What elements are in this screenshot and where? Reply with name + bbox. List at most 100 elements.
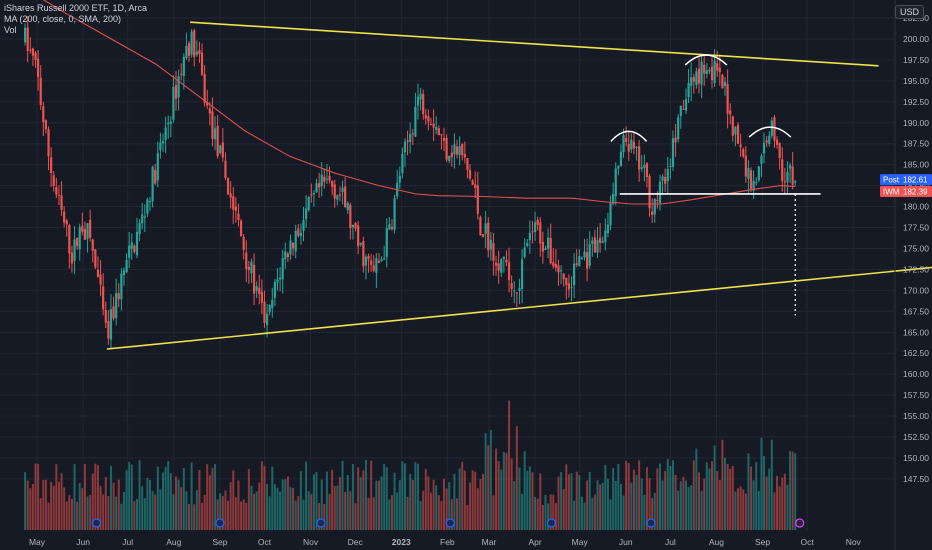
x-tick-label: Oct (258, 537, 272, 547)
candle-body (409, 134, 412, 143)
volume-bar (393, 472, 396, 530)
volume-bar (539, 473, 542, 530)
candle-body (102, 286, 105, 310)
candle-body (440, 134, 443, 136)
candle-body (344, 186, 347, 208)
volume-bar (362, 470, 365, 530)
volume-bar (169, 473, 172, 530)
volume-bar (148, 479, 151, 530)
volume-bar (440, 501, 443, 530)
candle-body (414, 106, 417, 137)
candle-body (211, 111, 214, 139)
candle-body (161, 140, 165, 144)
volume-bar (591, 498, 594, 530)
volume-bar (526, 470, 529, 530)
volume-bar (658, 463, 661, 530)
volume-bar (489, 429, 492, 530)
candle-body (601, 241, 604, 243)
volume-bar (705, 462, 708, 530)
candle-body (377, 260, 381, 263)
candle-body (645, 163, 649, 177)
event-marker-icon[interactable] (795, 518, 805, 528)
candle-body (461, 143, 464, 156)
candle-body (627, 143, 630, 152)
head-shoulder-arc[interactable] (684, 54, 728, 66)
volume-bar (299, 471, 302, 530)
event-marker-icon[interactable] (316, 518, 326, 528)
candle-body (424, 114, 427, 119)
candle-body (154, 170, 157, 184)
volume-bar (237, 480, 240, 530)
volume-bar (328, 494, 331, 530)
volume-bar (396, 492, 399, 530)
head-shoulder-arc[interactable] (748, 126, 792, 138)
y-tick-label: 162.50 (903, 348, 929, 358)
event-marker-icon[interactable] (445, 518, 455, 528)
candle-body (781, 159, 784, 182)
candle-body (375, 258, 378, 273)
pattern-annotations (106, 21, 932, 350)
time-axis[interactable]: May Jun Jul Aug Sep Oct Nov Dec 2023 Feb Mar Apr May… (29, 537, 862, 547)
volume-bar (216, 499, 219, 530)
volume-indicator-label[interactable]: Vol (4, 25, 17, 35)
volume-bar (513, 481, 516, 530)
candle-body (216, 125, 219, 157)
candle-body (318, 183, 321, 188)
upper-trendline[interactable] (190, 21, 879, 67)
volume-bar (596, 480, 599, 530)
chart-grid (0, 0, 895, 530)
volume-bar (50, 481, 53, 530)
volume-bar (695, 448, 698, 530)
volume-bar (726, 463, 729, 530)
volume-bar (518, 467, 521, 530)
event-marker-icon[interactable] (546, 518, 557, 528)
event-marker-icon[interactable] (215, 518, 225, 528)
candle-body (661, 176, 664, 181)
event-marker-icon[interactable] (91, 518, 102, 528)
candle-body (370, 260, 373, 265)
candle-body (83, 229, 87, 240)
volume-bar (651, 497, 654, 530)
candle-body (762, 142, 766, 154)
candle-body (734, 126, 737, 135)
candle-body (229, 193, 232, 198)
ma-indicator-label[interactable]: MA (200, close, 0, SMA, 200) (4, 14, 122, 24)
price-tag-label: Post (883, 176, 900, 185)
volume-bar (635, 475, 638, 530)
candle-body (593, 237, 597, 253)
volume-bar (773, 492, 776, 530)
volume-bar (198, 470, 201, 530)
currency-button[interactable]: USD (894, 5, 924, 19)
volume-bar (203, 494, 206, 530)
candle-body (151, 166, 154, 202)
head-shoulder-arc[interactable] (610, 130, 648, 142)
symbol-title[interactable]: iShares Russell 2000 ETF, 1D, Arca (4, 3, 148, 13)
volume-bar (221, 496, 224, 530)
volume-bar (739, 486, 742, 530)
volume-bar (562, 489, 565, 530)
candle-body (174, 84, 178, 99)
candle-body (494, 262, 498, 266)
volume-bar (570, 473, 573, 530)
candle-body (26, 27, 29, 51)
candle-body (690, 77, 693, 86)
volume-bar (492, 495, 495, 530)
volume-bar (52, 485, 55, 530)
lower-trendline[interactable] (106, 266, 932, 350)
volume-bar (182, 468, 185, 530)
candle-body (531, 231, 534, 233)
volume-bar (177, 479, 180, 530)
candle-body (239, 220, 243, 237)
volume-bar (188, 504, 191, 530)
volume-bar (703, 478, 706, 530)
event-marker-icon[interactable] (646, 518, 656, 528)
volume-bar (586, 480, 589, 530)
candle-body (42, 106, 45, 122)
candle-body (263, 301, 266, 323)
volume-bar (466, 504, 469, 530)
candle-body (619, 151, 623, 167)
y-tick-label: 182.50 (903, 181, 929, 191)
price-axis[interactable]: 205.00202.50200.00197.50195.00192.50190.… (894, 0, 929, 550)
volume-bar (175, 476, 178, 530)
